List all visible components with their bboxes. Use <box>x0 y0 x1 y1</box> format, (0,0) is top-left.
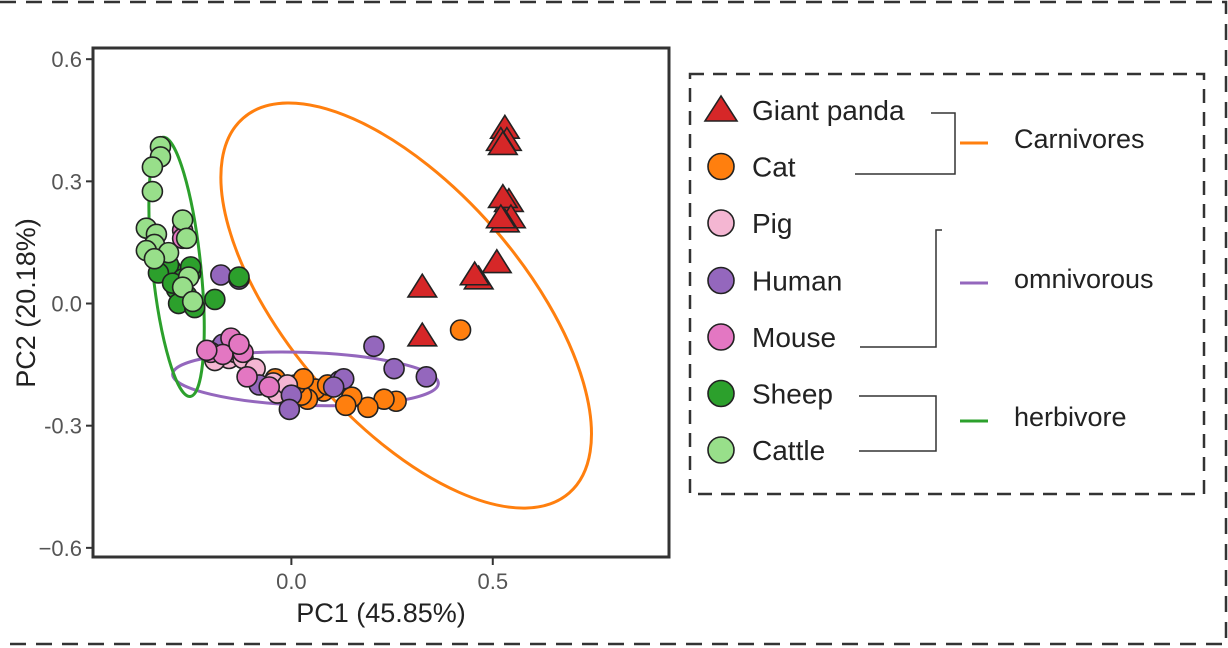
point-giant-panda <box>487 130 519 156</box>
x-axis-label: PC1 (45.85%) <box>296 598 466 628</box>
legend-label: Pig <box>752 208 792 239</box>
legend-marker-circle <box>707 436 735 464</box>
ellipse-carnivores <box>219 101 593 510</box>
x-tick-label: 0.5 <box>477 569 508 594</box>
legend-label: Sheep <box>752 379 833 410</box>
plot-border <box>91 46 671 559</box>
legend-label: Cattle <box>752 435 825 466</box>
bracket-herbivore <box>859 395 937 452</box>
x-axis-ticks: 0.0 0.5 <box>276 557 508 594</box>
point-sheep <box>228 266 250 288</box>
point-mouse <box>195 339 218 362</box>
point-human <box>210 264 232 286</box>
point-human <box>415 366 438 388</box>
point-cattle <box>143 247 166 270</box>
legend-marker-circle <box>707 379 735 408</box>
bracket-omnivorous <box>860 229 942 348</box>
point-cattle <box>171 209 194 231</box>
y-tick-label: 0.0 <box>51 292 82 317</box>
point-human <box>322 376 345 398</box>
legend-label: Human <box>752 266 842 297</box>
point-human <box>278 398 301 421</box>
group-label-omnivorous: omnivorous <box>1014 264 1154 294</box>
point-mouse <box>228 333 250 356</box>
legend-marker-triangle <box>703 94 739 122</box>
y-axis-ticks: 0.6 0.3 0.0 -0.3 −0.6 <box>39 47 93 561</box>
legend: Giant panda Cat Pig Human Mouse Sheep Cattle C… <box>688 72 1206 496</box>
point-cattle <box>141 156 164 178</box>
legend-groups: Carnivores omnivorous herbivore <box>960 124 1154 432</box>
legend-marker-circle <box>707 266 735 295</box>
y-tick-label: -0.3 <box>44 414 82 439</box>
point-cat <box>357 396 379 419</box>
legend-label: Cat <box>752 152 796 183</box>
point-sheep <box>204 288 226 311</box>
x-tick-label: 0.0 <box>276 569 307 594</box>
legend-box <box>688 72 1206 496</box>
bracket-carnivores <box>855 112 956 175</box>
legend-label: Giant panda <box>752 95 905 126</box>
legend-label: Mouse <box>752 322 836 353</box>
legend-marker-circle <box>707 152 735 181</box>
point-giant-panda <box>458 260 491 286</box>
group-label-herbivore: herbivore <box>1014 402 1127 432</box>
scatter-plot: 0.6 0.3 0.0 -0.3 −0.6 0.0 0.5 PC1 (45.85%) PC… <box>11 46 671 628</box>
point-mouse <box>258 376 281 398</box>
legend-marker-circle <box>707 209 735 237</box>
point-mouse <box>236 366 258 388</box>
y-axis-label: PC2 (20.18%) <box>11 218 41 388</box>
legend-items: Giant panda Cat Pig Human Mouse Sheep Cattle <box>703 94 905 466</box>
point-cattle <box>181 290 204 313</box>
point-cat <box>449 319 472 341</box>
point-giant-panda <box>485 203 517 229</box>
point-human <box>363 335 385 358</box>
y-tick-label: 0.3 <box>51 169 82 194</box>
data-points <box>135 113 527 421</box>
point-giant-panda <box>406 272 439 298</box>
legend-marker-circle <box>707 323 735 351</box>
point-giant-panda <box>481 248 513 274</box>
group-label-carnivores: Carnivores <box>1014 124 1145 154</box>
point-human <box>383 357 405 380</box>
point-cattle <box>141 180 164 203</box>
point-cat <box>334 394 357 417</box>
y-tick-label: −0.6 <box>39 536 82 561</box>
point-giant-panda <box>406 321 439 347</box>
point-cattle <box>175 227 198 250</box>
y-tick-label: 0.6 <box>51 47 82 72</box>
